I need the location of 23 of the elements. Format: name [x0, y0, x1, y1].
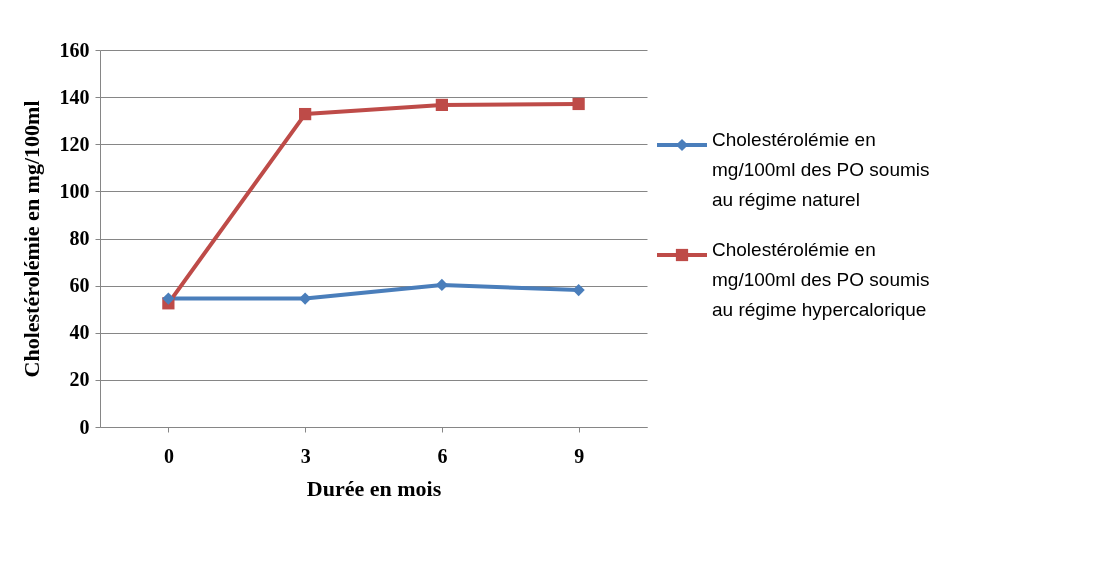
y-tick-label: 20 — [69, 368, 90, 391]
point — [572, 97, 585, 111]
y-tick-label: 100 — [59, 179, 90, 202]
legend-label: Cholestérolémie en mg/100ml des PO soumis au régime hypercalorique — [712, 239, 930, 320]
x-axis-title: Durée en mois — [306, 475, 442, 501]
y-tick-label: 120 — [59, 132, 90, 155]
legend-label: Cholestérolémie en mg/100ml des PO soumis au régime naturel — [712, 129, 930, 210]
y-axis-title: Cholestérolémie en mg/100ml — [18, 100, 44, 378]
y-tick-label: 160 — [59, 38, 90, 61]
y-tick-label: 80 — [69, 227, 90, 249]
y-tick-label: 0 — [79, 415, 90, 438]
x-tick-label: 0 — [163, 444, 174, 467]
x-tick-label: 3 — [300, 444, 311, 467]
point — [435, 278, 448, 292]
point — [572, 283, 585, 297]
y-tick-label: 60 — [69, 274, 90, 297]
point — [299, 107, 312, 121]
point — [435, 98, 448, 112]
y-tick-label: 40 — [69, 321, 90, 344]
y-tick-label: 140 — [59, 85, 90, 108]
point — [162, 292, 175, 305]
x-tick-label: 6 — [437, 444, 448, 467]
x-tick-label: 9 — [574, 444, 585, 467]
